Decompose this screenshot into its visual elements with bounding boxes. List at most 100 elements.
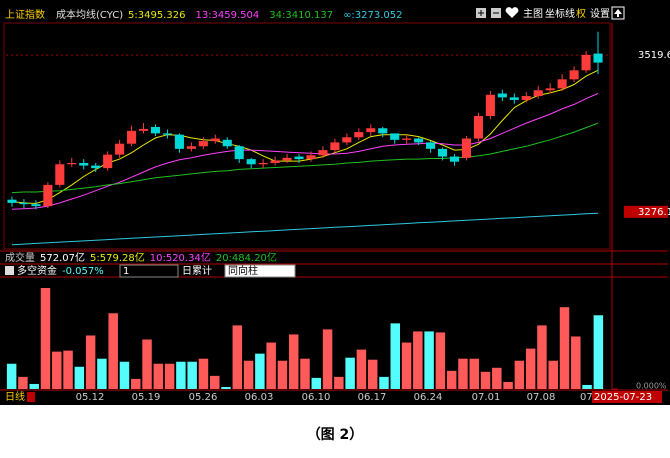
candle-body xyxy=(234,146,244,160)
end-date: 2025-07-23 xyxy=(594,392,652,403)
bar xyxy=(356,349,367,389)
volume-legend: 成交量 572.07亿 5:579.28亿 10:520.34亿 20:484.20亿 xyxy=(5,251,277,264)
candle-body xyxy=(318,150,328,156)
candle-body xyxy=(246,159,256,165)
candle-body xyxy=(91,165,101,169)
bar xyxy=(480,371,491,389)
bar xyxy=(243,360,254,389)
bar xyxy=(311,377,322,389)
legend-entry: 34:3410.137 xyxy=(269,10,333,21)
bar xyxy=(322,329,333,389)
index-name: 上证指数 xyxy=(5,8,45,21)
x-tick-label: 05.26 xyxy=(189,392,218,403)
candle-body xyxy=(390,133,400,140)
bar xyxy=(153,363,164,389)
period[interactable]: 日线 xyxy=(5,390,25,403)
bar xyxy=(424,331,434,389)
candle-body xyxy=(198,141,208,147)
candle-body xyxy=(67,162,77,165)
candle-body xyxy=(127,130,137,144)
candle-body xyxy=(294,156,304,160)
bar xyxy=(435,332,446,389)
indicator-title: 多空资金 xyxy=(17,264,57,277)
x-tick-label: 07.01 xyxy=(472,392,501,403)
candle-body xyxy=(7,199,17,203)
price-frame xyxy=(3,22,611,250)
candle-body xyxy=(19,202,29,205)
ma-line xyxy=(11,122,599,194)
candle-body xyxy=(138,128,149,131)
bar xyxy=(198,358,209,389)
bar xyxy=(503,381,513,389)
bar xyxy=(255,353,265,389)
candle-body xyxy=(43,184,53,207)
bar xyxy=(571,336,581,389)
bar xyxy=(164,363,175,389)
candle-body xyxy=(473,116,483,139)
date-box xyxy=(592,391,662,403)
candle-body xyxy=(150,126,161,134)
x-tick-label: 06.10 xyxy=(302,392,331,403)
caption: （图 2） xyxy=(307,427,364,443)
candle-body xyxy=(282,157,292,161)
x-tick-label: 07. xyxy=(580,392,596,403)
x-tick-label: 07.08 xyxy=(527,392,556,403)
bar xyxy=(18,376,28,389)
candle-body xyxy=(497,93,507,98)
x-tick-label: 05.12 xyxy=(76,392,105,403)
bar xyxy=(131,378,141,389)
ma-line xyxy=(11,212,599,246)
dropdown[interactable] xyxy=(119,264,179,278)
toolbar-item[interactable]: 坐标线 xyxy=(545,7,575,20)
candle-body xyxy=(521,96,531,100)
y-tick-label: 3519.6 xyxy=(638,50,670,61)
toolbar-item[interactable]: 设置 xyxy=(590,8,610,20)
candle-body xyxy=(569,70,579,80)
candle-body xyxy=(306,155,316,160)
dropdown-value: 1 xyxy=(123,266,129,277)
indicator-value: -0.057% xyxy=(62,266,104,277)
candle-body xyxy=(449,156,460,162)
candle-body xyxy=(258,162,268,165)
bar xyxy=(63,350,73,389)
indicator-name: 成本均线(CYC) xyxy=(56,8,123,21)
bar xyxy=(469,358,479,389)
bar xyxy=(52,351,62,389)
candle-body xyxy=(533,90,543,97)
toolbar-item[interactable]: 权 xyxy=(576,7,586,20)
bar xyxy=(548,360,558,389)
candle-body xyxy=(366,128,376,133)
favorite[interactable] xyxy=(505,7,519,18)
ma-line xyxy=(11,93,599,210)
candle-body xyxy=(174,134,184,149)
bar xyxy=(390,323,401,389)
candle-body xyxy=(31,204,41,207)
bar xyxy=(142,339,152,389)
candle-body xyxy=(378,128,388,134)
candle-body xyxy=(79,162,89,166)
bar xyxy=(277,360,288,389)
candle-body xyxy=(55,164,65,185)
candle-body xyxy=(485,94,495,117)
collapse[interactable] xyxy=(611,6,625,20)
toolbar-item[interactable]: 主图 xyxy=(523,8,543,20)
bar xyxy=(413,331,423,389)
candle-body xyxy=(270,160,280,163)
bar xyxy=(221,386,231,389)
candle-body xyxy=(414,138,424,143)
x-tick-label: 06.03 xyxy=(245,392,274,403)
bar xyxy=(458,358,468,389)
help-icon[interactable] xyxy=(5,266,14,275)
bar xyxy=(367,359,378,389)
candle-body xyxy=(402,138,412,140)
x-tick-label: 05.19 xyxy=(132,392,161,403)
x-tick-label: 06.24 xyxy=(414,392,443,403)
volume-legend-item: 572.07亿 xyxy=(40,251,85,264)
bar xyxy=(209,375,220,389)
candle-body xyxy=(162,133,173,135)
dropdown[interactable] xyxy=(224,264,296,278)
plus-icon xyxy=(478,10,484,16)
bar xyxy=(232,325,243,389)
